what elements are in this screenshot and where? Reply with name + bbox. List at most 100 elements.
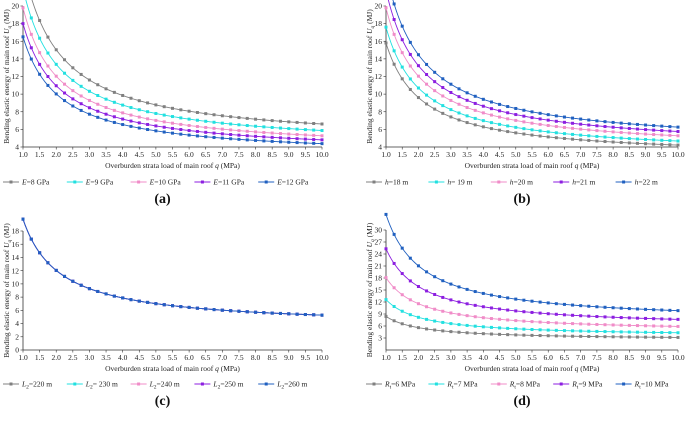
data-point: [465, 121, 469, 125]
legend-marker: [622, 180, 626, 184]
data-point: [546, 321, 550, 325]
x-tick-label: 5.0: [511, 353, 521, 362]
data-point: [433, 292, 437, 296]
data-point: [38, 18, 42, 22]
x-tick-label: 2.0: [414, 150, 424, 159]
data-point: [538, 122, 542, 126]
data-point: [408, 64, 412, 68]
data-point: [627, 131, 631, 135]
data-point: [303, 128, 307, 132]
data-point: [571, 329, 575, 333]
x-tick-label: 10.0: [315, 150, 328, 159]
legend-item-4: Rt=10 MPa: [615, 380, 669, 391]
data-point: [287, 140, 291, 144]
y-tick-label: 30: [375, 226, 383, 235]
x-tick-label: 6.0: [544, 150, 554, 159]
data-point: [237, 123, 241, 127]
data-point: [449, 82, 453, 86]
x-tick-label: 6.5: [201, 150, 211, 159]
data-point: [465, 302, 469, 306]
legend-marker: [497, 382, 501, 386]
data-point: [611, 335, 615, 339]
legend-label: L2=250 m: [212, 380, 243, 391]
legend-marker: [434, 382, 438, 386]
x-tick-label: 10.0: [671, 353, 684, 362]
data-point: [579, 322, 583, 326]
data-point: [619, 330, 623, 334]
data-point: [425, 327, 429, 331]
data-point: [320, 313, 324, 317]
data-point: [522, 114, 526, 118]
data-point: [465, 106, 469, 110]
data-point: [530, 327, 534, 331]
data-point: [571, 126, 575, 130]
data-point: [571, 313, 575, 317]
data-point: [489, 107, 493, 111]
x-tick-label: 3.5: [101, 150, 111, 159]
data-point: [21, 6, 25, 10]
y-tick-label: 10: [375, 90, 383, 99]
x-tick-label: 1.5: [35, 353, 45, 362]
legend-marker: [9, 180, 13, 184]
data-point: [87, 112, 91, 116]
data-point: [644, 123, 648, 127]
data-point: [619, 306, 623, 310]
data-point: [87, 89, 91, 93]
y-tick-label: 6: [378, 125, 382, 134]
data-point: [668, 143, 672, 147]
data-point: [400, 38, 404, 42]
data-point: [187, 129, 191, 133]
data-point: [571, 322, 575, 326]
y-tick-label: 20: [12, 2, 20, 11]
data-point: [546, 130, 550, 134]
x-tick-label: 7.5: [592, 150, 602, 159]
data-point: [514, 297, 518, 301]
data-point: [408, 279, 412, 283]
data-point: [71, 78, 75, 82]
legend-item-0: Rt=6 MPa: [366, 380, 416, 391]
data-point: [112, 90, 116, 94]
y-axis-label: Bending elastic energy of main roof Uq (…: [365, 9, 376, 144]
data-point: [554, 125, 558, 129]
data-point: [408, 313, 412, 317]
data-point: [562, 136, 566, 140]
data-point: [29, 16, 33, 20]
series-line-0: [22, 218, 323, 316]
data-point: [79, 283, 83, 287]
legend-item-1: h= 19 m: [428, 178, 473, 187]
data-point: [46, 75, 50, 78]
data-point: [481, 97, 485, 101]
data-point: [278, 311, 282, 315]
data-point: [554, 334, 558, 338]
x-tick-label: 7.0: [576, 150, 586, 159]
data-point: [287, 127, 291, 131]
data-point: [146, 110, 150, 114]
data-point: [384, 298, 388, 302]
data-point: [187, 305, 191, 309]
y-axis-label: Bending elastic energy of main roof Uq (…: [2, 9, 13, 144]
data-point: [312, 137, 316, 141]
data-point: [627, 122, 631, 126]
panel-label: (b): [513, 192, 530, 207]
data-point: [619, 130, 623, 134]
data-point: [295, 133, 299, 137]
x-tick-label: 9.5: [301, 150, 311, 159]
data-point: [400, 322, 404, 326]
data-point: [676, 134, 680, 138]
data-point: [245, 138, 249, 142]
data-point: [579, 127, 583, 131]
y-tick-label: 18: [12, 19, 20, 28]
data-point: [676, 331, 680, 335]
data-point: [71, 66, 75, 70]
data-point: [562, 329, 566, 333]
data-point: [96, 289, 100, 293]
data-point: [619, 140, 623, 144]
x-tick-label: 5.0: [511, 150, 521, 159]
data-point: [262, 311, 266, 315]
data-point: [465, 323, 469, 327]
data-point: [137, 121, 141, 125]
data-point: [506, 333, 510, 337]
data-point: [465, 98, 469, 102]
data-point: [195, 306, 199, 310]
